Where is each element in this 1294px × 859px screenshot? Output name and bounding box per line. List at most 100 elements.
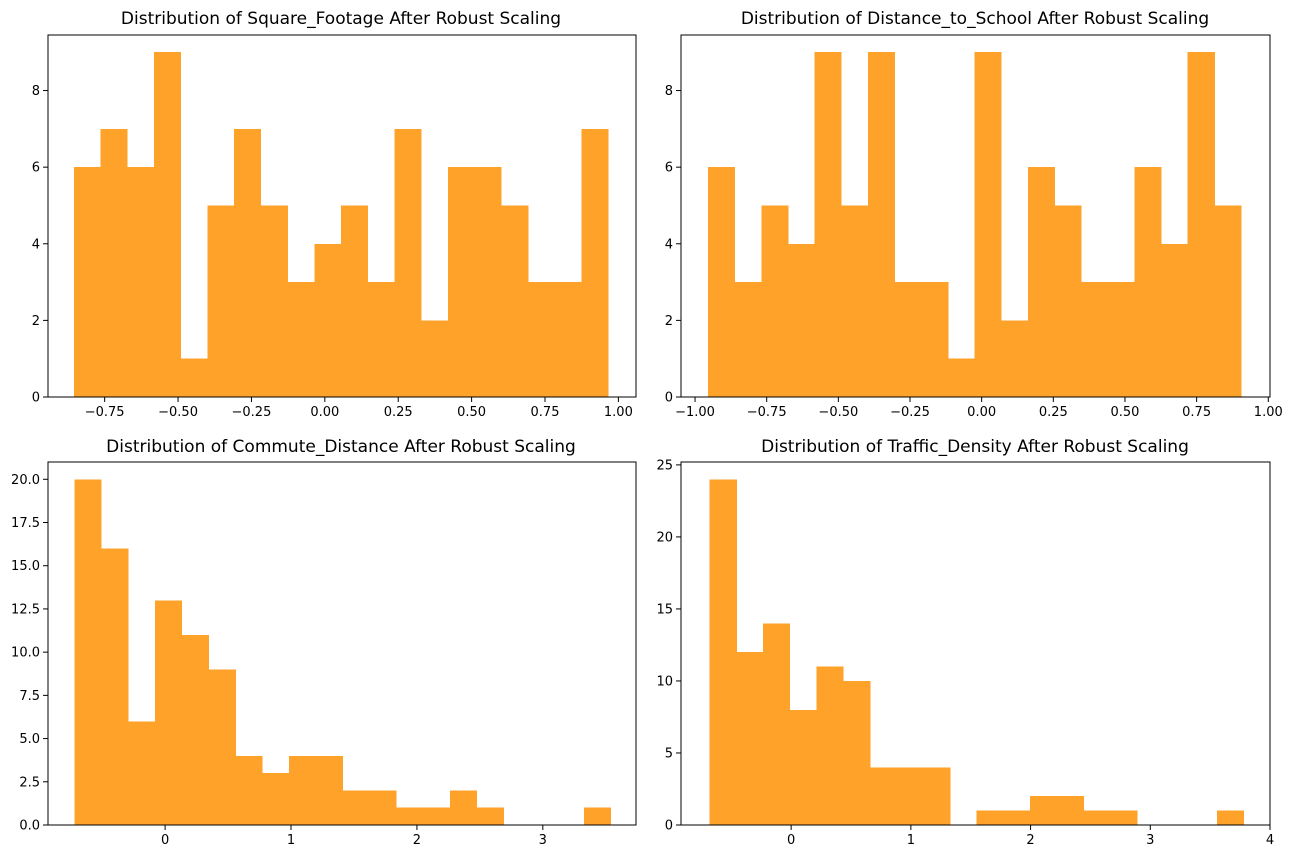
x-tick-label: −0.50 bbox=[158, 405, 198, 420]
x-tick-label: 0.25 bbox=[384, 405, 413, 420]
histogram-bar bbox=[287, 282, 315, 397]
histogram-bar bbox=[736, 652, 764, 825]
histogram-bar bbox=[923, 767, 951, 825]
histogram-bar bbox=[974, 52, 1002, 398]
histogram-bar bbox=[1056, 796, 1084, 825]
histogram-bar bbox=[449, 790, 478, 825]
histogram-bar bbox=[394, 128, 422, 397]
histogram-bar bbox=[260, 205, 288, 397]
x-tick-label: 0.00 bbox=[967, 405, 996, 420]
histogram-bar bbox=[128, 721, 156, 825]
panel-title: Distribution of Distance_to_School After… bbox=[741, 9, 1209, 29]
histogram-bar bbox=[154, 600, 183, 825]
histogram-panel-traffic-density: Distribution of Traffic_Density After Ro… bbox=[656, 437, 1274, 848]
x-tick-label: 0.50 bbox=[457, 405, 486, 420]
x-tick-label: −0.50 bbox=[818, 405, 858, 420]
histogram-bar bbox=[476, 807, 504, 825]
axes-frame bbox=[680, 34, 1271, 398]
panel-title: Distribution of Commute_Distance After R… bbox=[106, 437, 576, 457]
y-tick-label: 0 bbox=[665, 391, 673, 406]
histogram-bar bbox=[1003, 810, 1031, 825]
x-tick-label: 0 bbox=[787, 833, 795, 848]
y-tick-label: 8 bbox=[665, 84, 673, 99]
histogram-bar bbox=[789, 709, 817, 825]
histogram-bar bbox=[100, 128, 128, 397]
x-tick-label: 1.00 bbox=[604, 405, 633, 420]
histogram-bar bbox=[74, 479, 102, 825]
x-tick-label: 3 bbox=[1146, 833, 1154, 848]
histogram-bar bbox=[527, 282, 556, 397]
x-tick-label: 0.75 bbox=[1182, 405, 1211, 420]
y-tick-label: 25 bbox=[656, 458, 673, 473]
y-tick-label: 20 bbox=[656, 530, 673, 545]
histogram-bar bbox=[761, 205, 789, 397]
x-tick-label: 0.25 bbox=[1039, 405, 1068, 420]
y-tick-label: 15 bbox=[656, 602, 673, 617]
histogram-bar bbox=[581, 128, 609, 397]
histogram-bar bbox=[153, 52, 182, 398]
histogram-bar bbox=[787, 243, 815, 397]
histogram-bar bbox=[896, 767, 924, 825]
y-tick-label: 17.5 bbox=[11, 516, 40, 531]
y-tick-label: 6 bbox=[665, 161, 673, 176]
histogram-bar bbox=[947, 358, 975, 397]
histogram-bar bbox=[554, 282, 582, 397]
histogram-bar bbox=[1107, 282, 1135, 397]
y-tick-label: 15.0 bbox=[11, 559, 40, 574]
y-tick-label: 4 bbox=[665, 237, 673, 252]
histogram-bar bbox=[342, 790, 370, 825]
histogram-bar bbox=[235, 755, 263, 825]
y-tick-label: 12.5 bbox=[11, 602, 40, 617]
histogram-bar bbox=[976, 810, 1004, 825]
histogram-bar bbox=[843, 680, 871, 825]
y-tick-label: 0 bbox=[665, 819, 673, 834]
y-tick-label: 5 bbox=[665, 746, 673, 761]
histogram-bar bbox=[734, 282, 762, 397]
histogram-bar bbox=[73, 167, 101, 397]
histogram-bar bbox=[501, 205, 529, 397]
y-tick-label: 2 bbox=[665, 314, 673, 329]
histogram-panel-commute-distance: Distribution of Commute_Distance After R… bbox=[11, 437, 637, 848]
histogram-bar bbox=[367, 282, 395, 397]
x-tick-label: 4 bbox=[1266, 833, 1274, 848]
histogram-bar bbox=[127, 167, 155, 397]
histogram-bar bbox=[869, 767, 898, 825]
histogram-bar bbox=[1081, 282, 1109, 397]
x-tick-label: 1 bbox=[287, 833, 295, 848]
histogram-bar bbox=[396, 807, 424, 825]
histogram-bar bbox=[1027, 167, 1055, 397]
histogram-bar bbox=[315, 755, 344, 825]
histogram-bar bbox=[1001, 320, 1029, 397]
histogram-bar bbox=[1161, 243, 1189, 397]
panel-title: Distribution of Traffic_Density After Ro… bbox=[761, 437, 1189, 457]
axes-frame bbox=[680, 461, 1271, 826]
x-tick-label: 3 bbox=[539, 833, 547, 848]
histogram-bar bbox=[1216, 810, 1245, 825]
histogram-bar bbox=[763, 623, 791, 825]
x-tick-label: 0.75 bbox=[531, 405, 560, 420]
x-tick-label: 0.00 bbox=[310, 405, 339, 420]
histogram-bar bbox=[816, 666, 844, 825]
histogram-bar bbox=[1083, 810, 1111, 825]
histogram-bar bbox=[1030, 796, 1058, 825]
y-tick-label: 0 bbox=[32, 391, 40, 406]
histogram-bar bbox=[894, 282, 922, 397]
x-tick-label: −0.25 bbox=[232, 405, 272, 420]
histogram-bar bbox=[1054, 205, 1082, 397]
histogram-bar bbox=[314, 243, 342, 397]
histogram-bar bbox=[421, 320, 449, 397]
histogram-bar bbox=[234, 128, 262, 397]
x-tick-label: 1.00 bbox=[1254, 405, 1283, 420]
histogram-bar bbox=[867, 52, 895, 398]
x-tick-label: −1.00 bbox=[675, 405, 715, 420]
histogram-bar bbox=[288, 755, 317, 825]
panel-title: Distribution of Square_Footage After Rob… bbox=[121, 9, 561, 29]
histogram-bar bbox=[584, 807, 612, 825]
y-tick-label: 2 bbox=[32, 314, 40, 329]
x-tick-label: 0.50 bbox=[1110, 405, 1139, 420]
histogram-bar bbox=[1110, 810, 1138, 825]
histogram-bar bbox=[181, 634, 209, 825]
histogram-bar bbox=[1187, 52, 1215, 398]
x-tick-label: 0 bbox=[161, 833, 169, 848]
